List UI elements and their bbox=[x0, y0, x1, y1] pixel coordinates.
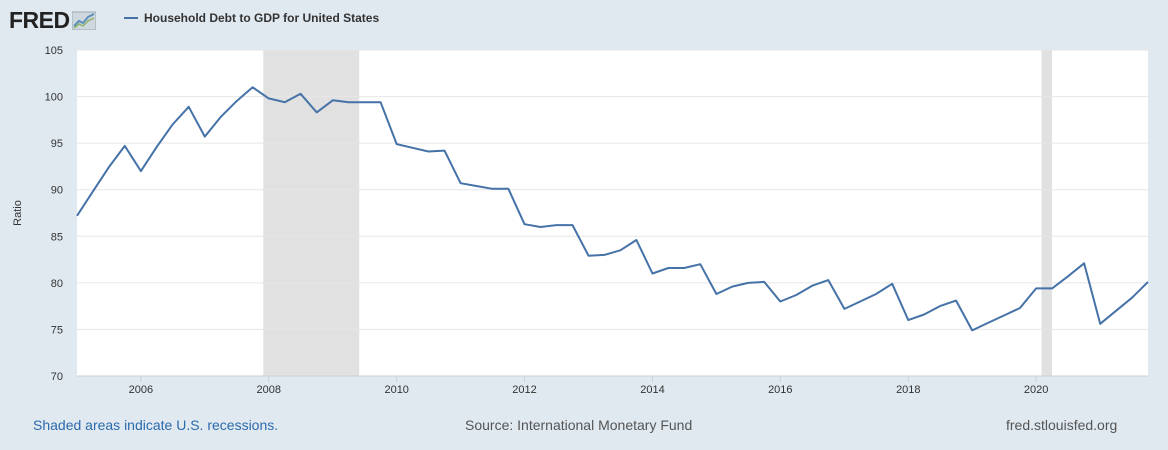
y-tick-label: 70 bbox=[51, 371, 63, 383]
recession-band bbox=[1041, 50, 1053, 376]
legend-label: Household Debt to GDP for United States bbox=[144, 11, 380, 25]
y-tick-label: 80 bbox=[51, 278, 63, 290]
x-tick-label: 2018 bbox=[896, 384, 920, 396]
x-tick-label: 2012 bbox=[512, 384, 536, 396]
y-tick-label: 85 bbox=[51, 231, 63, 243]
fred-logo-text: FRED bbox=[9, 7, 70, 33]
x-tick-label: 2010 bbox=[384, 384, 408, 396]
gridlines bbox=[77, 49, 1148, 330]
recession-band bbox=[263, 50, 360, 376]
source-note: Source: International Monetary Fund bbox=[465, 417, 693, 433]
recession-note: Shaded areas indicate U.S. recessions. bbox=[33, 417, 279, 433]
fred-logo[interactable]: FRED bbox=[9, 7, 96, 33]
y-axis-ticks: 70 75 80 85 90 95 100 105 bbox=[45, 45, 63, 383]
y-tick-label: 105 bbox=[45, 45, 63, 57]
recession-shading bbox=[263, 50, 1053, 376]
y-tick-label: 75 bbox=[51, 324, 63, 336]
x-tick-label: 2006 bbox=[129, 384, 153, 396]
y-tick-label: 95 bbox=[51, 138, 63, 150]
series-group bbox=[76, 86, 1149, 332]
x-tick-label: 2008 bbox=[256, 384, 280, 396]
chart-legend: Household Debt to GDP for United States bbox=[124, 11, 379, 25]
x-tick-label: 2016 bbox=[768, 384, 792, 396]
fred-chart-badge-icon bbox=[71, 11, 96, 30]
y-tick-label: 100 bbox=[45, 92, 63, 104]
y-tick-label: 90 bbox=[51, 185, 63, 197]
plot-area bbox=[77, 50, 1148, 376]
x-tick-label: 2020 bbox=[1024, 384, 1048, 396]
legend-swatch bbox=[124, 17, 138, 19]
x-tick-label: 2014 bbox=[640, 384, 664, 396]
x-axis-ticks: 2006 2008 2010 2012 2014 2016 2018 2020 bbox=[129, 376, 1048, 396]
site-link[interactable]: fred.stlouisfed.org bbox=[1006, 417, 1118, 433]
series-line bbox=[76, 86, 1149, 332]
